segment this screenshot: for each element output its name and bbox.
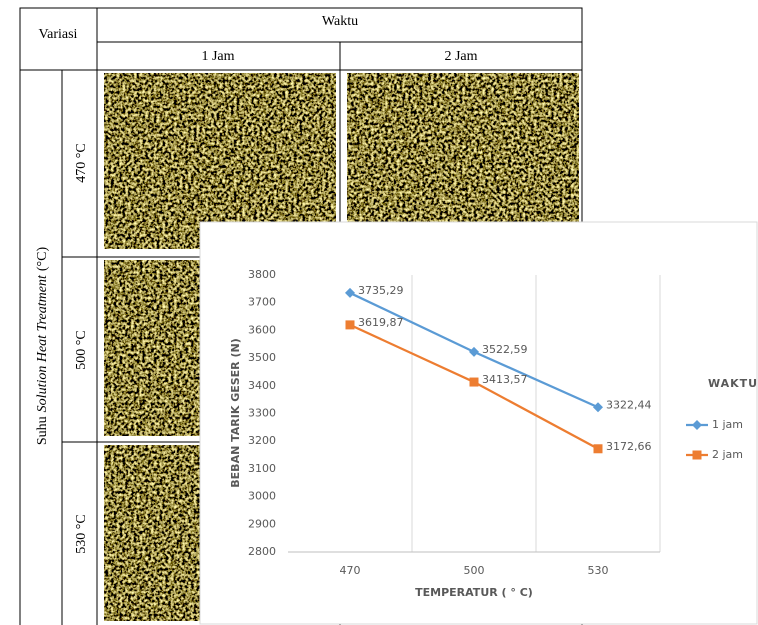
data-point — [594, 444, 603, 453]
legend-marker — [693, 451, 702, 460]
header-variasi: Variasi — [39, 27, 78, 42]
y-tick-label: 2800 — [248, 545, 276, 558]
header-column: 2 Jam — [444, 49, 477, 64]
row-label: 500 °C — [74, 330, 89, 369]
data-label: 3172,66 — [606, 440, 652, 453]
legend-label: 1 jam — [712, 418, 743, 431]
y-tick-label: 2900 — [248, 517, 276, 530]
y-tick-label: 3000 — [248, 490, 276, 503]
x-tick-label: 470 — [340, 564, 361, 577]
x-tick-label: 500 — [464, 564, 485, 577]
y-tick-label: 3800 — [248, 268, 276, 281]
y-tick-label: 3200 — [248, 434, 276, 447]
y-tick-label: 3300 — [248, 407, 276, 420]
side-label-suffix: (°C) — [35, 247, 50, 272]
y-tick-label: 3400 — [248, 379, 276, 392]
x-axis-label: TEMPERATUR ( ° C) — [415, 586, 533, 599]
header-column: 1 Jam — [201, 49, 234, 64]
data-label: 3735,29 — [358, 284, 404, 297]
side-label-prefix: Suhu — [35, 416, 50, 445]
legend-label: 2 jam — [712, 448, 743, 461]
page: Variasi Waktu 1 Jam 2 Jam Suhu Solution H… — [0, 0, 758, 625]
y-tick-label: 3100 — [248, 462, 276, 475]
data-label: 3619,87 — [358, 316, 404, 329]
data-point — [346, 320, 355, 329]
data-label: 3413,57 — [482, 373, 528, 386]
data-point — [470, 378, 479, 387]
y-axis-label: BEBAN TARIK GESER (N) — [229, 338, 242, 487]
row-label: 470 °C — [74, 143, 89, 182]
header-waktu: Waktu — [322, 14, 358, 29]
legend-title: WAKTU — [708, 377, 758, 390]
side-label-italic: Solution Heat Treatment — [35, 274, 50, 412]
row-label: 530 °C — [74, 514, 89, 553]
y-tick-label: 3700 — [248, 296, 276, 309]
y-tick-label: 3600 — [248, 323, 276, 336]
data-label: 3322,44 — [606, 398, 652, 411]
x-tick-label: 530 — [588, 564, 609, 577]
chart: BEBAN TARIK GESER (N) TEMPERATUR ( ° C) … — [200, 222, 758, 624]
y-tick-label: 3500 — [248, 351, 276, 364]
data-label: 3522,59 — [482, 343, 528, 356]
